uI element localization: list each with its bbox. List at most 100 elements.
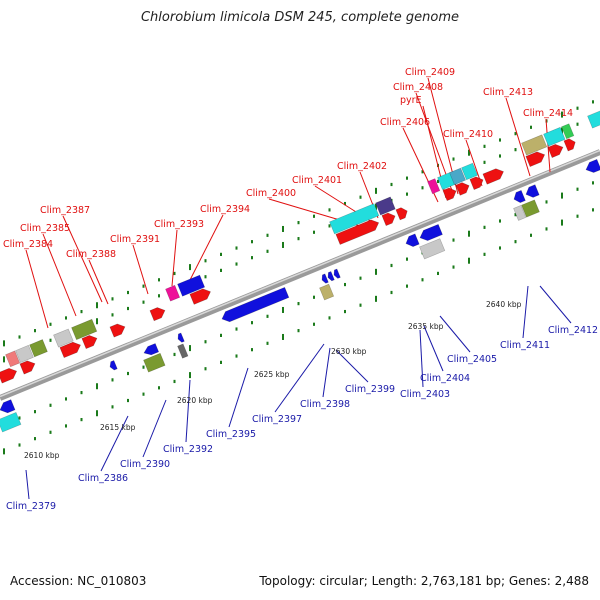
cds-arrow-bottom-4 [513, 189, 526, 203]
scale-label-6: 2640 kbp [486, 300, 522, 309]
small-arrow-bottom-2 [177, 332, 185, 343]
cds-arrow-bottom-6 [585, 158, 600, 173]
scale-label-3: 2625 kbp [254, 370, 290, 379]
feature-box-top-5 [165, 284, 181, 302]
connector-Clim_2393 [171, 229, 178, 287]
connector-Clim_2397 [274, 343, 325, 413]
gene-label-Clim_2385: Clim_2385 [20, 223, 70, 234]
cds-arrow-top-2 [59, 341, 81, 359]
gene-label-Clim_2414: Clim_2414 [523, 108, 573, 119]
cds-arrow-top-8 [381, 212, 396, 227]
gene-label-Clim_2403: Clim_2403 [400, 389, 450, 400]
connector-Clim_2404 [423, 325, 444, 372]
backbone-highlight [0, 149, 600, 398]
gene-label-Clim_2408: Clim_2408 [393, 82, 443, 93]
gene-label-Clim_2394: Clim_2394 [200, 204, 250, 215]
connector-Clim_2384 [25, 249, 49, 329]
feature-box-top-9 [427, 178, 441, 195]
connector-Clim_2386 [100, 415, 129, 472]
connector-Clim_2391 [132, 244, 149, 295]
gene-label-Clim_2413: Clim_2413 [483, 87, 533, 98]
map-title: Chlorobium limicola DSM 245, complete ge… [140, 10, 460, 25]
connector-Clim_2390 [142, 399, 167, 458]
tick-rows [3, 100, 594, 455]
feature-box-top-7 [329, 203, 380, 235]
genome-backbone [0, 149, 600, 401]
feature-box-top-8 [375, 196, 396, 216]
label-connectors [25, 77, 572, 500]
small-arrow-bottom-5 [333, 268, 341, 279]
gene-label-Clim_2402: Clim_2402 [337, 161, 387, 172]
feature-box-bottom-0 [0, 412, 22, 433]
connector-Clim_2394 [189, 214, 224, 281]
feature-box-top-3 [53, 328, 74, 348]
cds-arrow-top-15 [547, 144, 564, 158]
gene-label-Clim_2393: Clim_2393 [154, 219, 204, 230]
feature-box-bottom-3 [319, 283, 335, 301]
cds-arrow-top-10 [442, 187, 457, 202]
cds-arrow-top-11 [455, 182, 470, 196]
feature-box-top-15 [561, 123, 575, 140]
scale-label-0: 2610 kbp [24, 451, 60, 460]
scale-label-5: 2635 kbp [408, 322, 444, 331]
gene-label-Clim_2398: Clim_2398 [300, 399, 350, 410]
feature-box-top-13 [521, 134, 548, 156]
cds-arrow-bottom-2 [405, 233, 420, 247]
backbone [0, 149, 600, 401]
gene-label-Clim_2406: Clim_2406 [380, 117, 430, 128]
feature-box-top-4 [71, 318, 98, 341]
connector-Clim_2411 [522, 285, 529, 339]
connector-Clim_2412 [539, 285, 572, 324]
gene-label-Clim_2404: Clim_2404 [420, 373, 470, 384]
connector-Clim_2388 [88, 259, 109, 305]
cds-arrow-top-13 [482, 168, 504, 185]
gene-label-Clim_2395: Clim_2395 [206, 429, 256, 440]
feature-box-bottom-1 [143, 352, 166, 373]
feature-box-bottom-5 [513, 204, 527, 221]
connector-Clim_2414 [545, 118, 551, 173]
gene-label-Clim_2390: Clim_2390 [120, 459, 170, 470]
gene-label-Clim_2411: Clim_2411 [500, 340, 550, 351]
gene-label-Clim_2391: Clim_2391 [110, 234, 160, 245]
cds-arrow-top-4 [109, 323, 126, 338]
cds-arrow-top-0 [0, 368, 18, 384]
connector-Clim_2399 [335, 349, 369, 383]
connector-Clim_2392 [185, 379, 191, 443]
feature-box-top-0 [5, 350, 21, 368]
scale-label-2: 2620 kbp [177, 396, 213, 405]
cds-arrow-bottom-1 [221, 286, 290, 323]
scale-label-1: 2615 kbp [100, 423, 136, 432]
small-arrow-bottom-1 [143, 343, 160, 356]
feature-box-top-16 [587, 110, 600, 129]
genome-summary-text: Topology: circular; Length: 2,763,181 bp… [259, 574, 589, 588]
small-arrow-bottom-3 [321, 273, 329, 284]
gene-label-Clim_2405: Clim_2405 [447, 354, 497, 365]
cds-arrow-top-7 [335, 219, 380, 245]
cds-arrow-top-16 [563, 138, 576, 152]
gene-labels: Clim_2384 Clim_2385 Clim_2387 Clim_2388 Clim… [3, 67, 598, 512]
cds-arrow-top-12 [469, 176, 484, 190]
gene-features [0, 110, 600, 433]
feature-box-top-1 [15, 344, 34, 364]
gene-label-Clim_2387: Clim_2387 [40, 205, 90, 216]
connector-Clim_2403 [419, 329, 424, 388]
cds-arrow-bottom-5 [525, 184, 540, 198]
cds-arrow-top-1 [19, 360, 36, 375]
cds-arrow-bottom-3 [419, 223, 443, 241]
gene-label-Clim_2384: Clim_2384 [3, 239, 53, 250]
feature-box-top-11 [449, 167, 466, 186]
connector-Clim_2379 [25, 469, 30, 500]
small-arrow-bottom-4 [327, 271, 335, 282]
gene-label-pyrE: pyrE [400, 95, 422, 106]
connector-Clim_2405 [439, 315, 471, 353]
gene-label-Clim_2397: Clim_2397 [252, 414, 302, 425]
gene-label-Clim_2388: Clim_2388 [66, 249, 116, 260]
scale-label-4: 2630 kbp [331, 347, 367, 356]
gene-label-Clim_2401: Clim_2401 [292, 175, 342, 186]
feature-box-top-2 [29, 339, 48, 358]
scale-labels: 2610 kbp 2615 kbp 2620 kbp 2625 kbp 2630 kbp… [24, 300, 522, 460]
connector-Clim_2385 [42, 233, 77, 317]
gene-label-Clim_2392: Clim_2392 [163, 444, 213, 455]
feature-box-top-6 [177, 274, 206, 297]
